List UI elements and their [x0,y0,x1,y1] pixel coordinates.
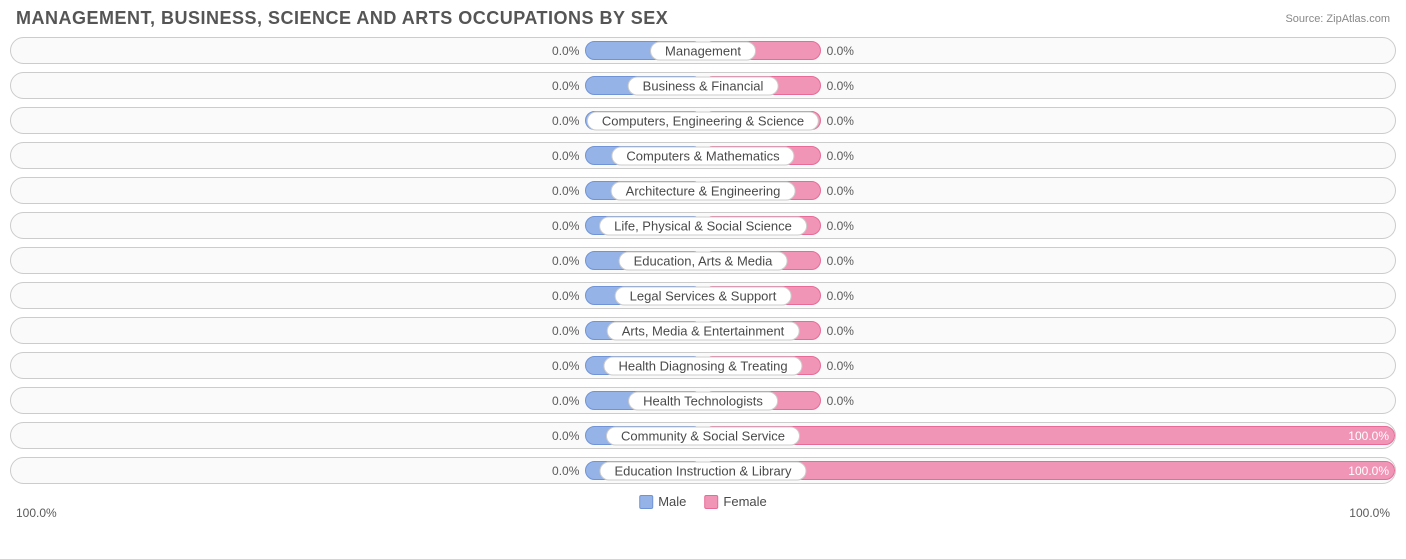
female-value-label: 0.0% [827,149,854,163]
category-label: Education, Arts & Media [619,251,788,270]
male-swatch [639,495,653,509]
chart-row: 0.0% 100.0% Community & Social Service [10,422,1396,449]
category-label: Community & Social Service [606,426,800,445]
female-value-label: 0.0% [827,394,854,408]
axis-label-left: 100.0% [16,506,57,520]
legend: Male Female [639,494,767,509]
chart-row: 0.0% 0.0% Life, Physical & Social Science [10,212,1396,239]
legend-item-female: Female [704,494,766,509]
category-label: Management [650,41,756,60]
chart-row: 0.0% 100.0% Education Instruction & Librar… [10,457,1396,484]
category-label: Business & Financial [628,76,779,95]
category-label: Education Instruction & Library [599,461,806,480]
legend-female-label: Female [723,494,766,509]
chart-row: 0.0% 0.0% Health Diagnosing & Treating [10,352,1396,379]
female-value-label: 0.0% [827,289,854,303]
chart-row: 0.0% 0.0% Management [10,37,1396,64]
female-value-label: 0.0% [827,79,854,93]
category-label: Health Technologists [628,391,778,410]
category-label: Legal Services & Support [615,286,792,305]
category-label: Architecture & Engineering [611,181,796,200]
male-value-label: 0.0% [552,149,579,163]
axis-label-right: 100.0% [1349,506,1390,520]
category-label: Computers & Mathematics [611,146,794,165]
male-value-label: 0.0% [552,429,579,443]
female-value-label: 0.0% [827,254,854,268]
category-label: Health Diagnosing & Treating [603,356,802,375]
chart-row: 0.0% 0.0% Legal Services & Support [10,282,1396,309]
chart-row: 0.0% 0.0% Arts, Media & Entertainment [10,317,1396,344]
chart-row: 0.0% 0.0% Architecture & Engineering [10,177,1396,204]
female-swatch [704,495,718,509]
legend-item-male: Male [639,494,686,509]
category-label: Arts, Media & Entertainment [607,321,800,340]
female-value-label: 0.0% [827,184,854,198]
female-bar [703,461,1395,480]
legend-male-label: Male [658,494,686,509]
male-value-label: 0.0% [552,184,579,198]
chart-row: 0.0% 0.0% Computers, Engineering & Science [10,107,1396,134]
male-value-label: 0.0% [552,219,579,233]
female-value-label: 0.0% [827,44,854,58]
female-value-label: 0.0% [827,359,854,373]
chart-row: 0.0% 0.0% Education, Arts & Media [10,247,1396,274]
male-value-label: 0.0% [552,79,579,93]
female-value-label: 0.0% [827,114,854,128]
chart-source: Source: ZipAtlas.com [1285,13,1390,25]
male-value-label: 0.0% [552,394,579,408]
chart-footer: 100.0% Male Female 100.0% [0,492,1406,536]
male-value-label: 0.0% [552,114,579,128]
female-bar [703,426,1395,445]
chart-row: 0.0% 0.0% Computers & Mathematics [10,142,1396,169]
chart-title: MANAGEMENT, BUSINESS, SCIENCE AND ARTS O… [16,8,668,29]
male-value-label: 0.0% [552,254,579,268]
male-value-label: 0.0% [552,464,579,478]
chart-header: MANAGEMENT, BUSINESS, SCIENCE AND ARTS O… [0,0,1406,33]
male-value-label: 0.0% [552,44,579,58]
chart-area: 0.0% 0.0% Management 0.0% 0.0% Business & Fin… [0,33,1406,484]
chart-row: 0.0% 0.0% Health Technologists [10,387,1396,414]
category-label: Computers, Engineering & Science [587,111,819,130]
female-value-label: 0.0% [827,219,854,233]
category-label: Life, Physical & Social Science [599,216,807,235]
male-value-label: 0.0% [552,324,579,338]
female-value-label: 0.0% [827,324,854,338]
chart-row: 0.0% 0.0% Business & Financial [10,72,1396,99]
female-value-label: 100.0% [1348,464,1389,478]
male-value-label: 0.0% [552,359,579,373]
female-value-label: 100.0% [1348,429,1389,443]
male-value-label: 0.0% [552,289,579,303]
